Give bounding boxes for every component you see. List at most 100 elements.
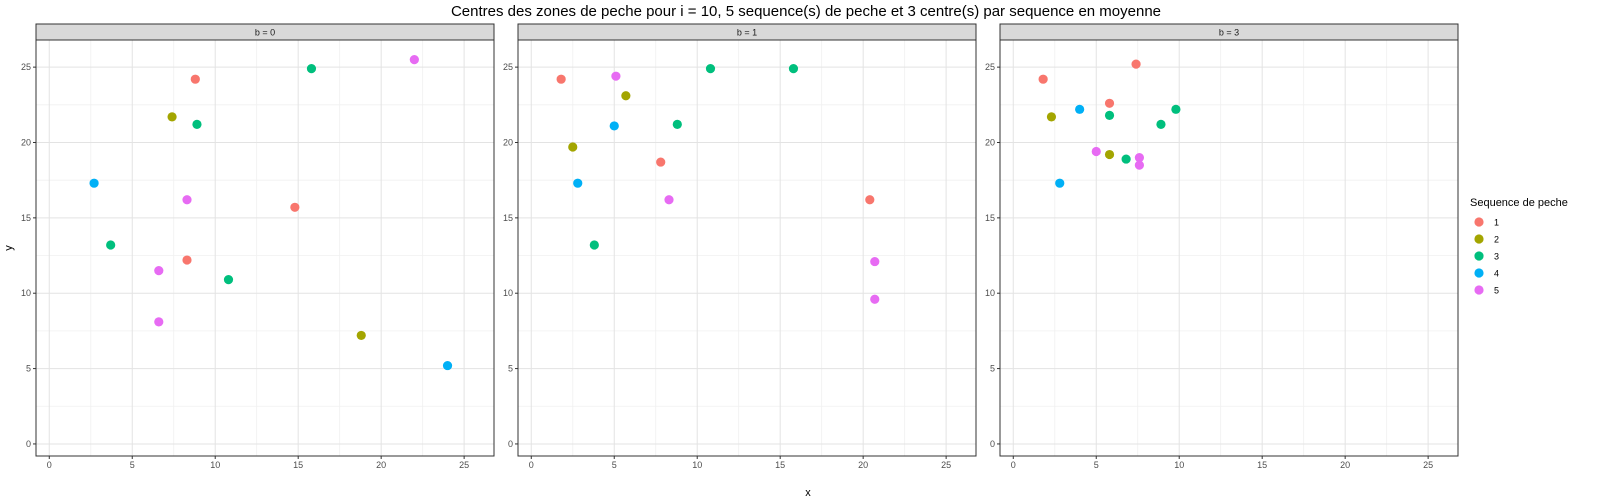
x-tick-label: 25 <box>459 460 469 470</box>
facet-panel: b = 0 0 5 10 15 20 25 0 5 10 15 20 25 <box>21 23 495 470</box>
legend-title: Sequence de peche <box>1470 197 1568 209</box>
legend-label: 3 <box>1494 252 1499 262</box>
data-point <box>705 64 716 74</box>
data-point <box>442 360 453 371</box>
y-tick-label: 0 <box>508 439 513 449</box>
y-tick-label: 5 <box>508 364 513 374</box>
x-tick-label: 20 <box>1340 460 1350 470</box>
y-tick-label: 20 <box>503 137 513 147</box>
legend-item: 4 <box>1474 268 1499 279</box>
data-point <box>1134 152 1144 163</box>
data-point <box>1104 149 1115 160</box>
data-point <box>1156 119 1166 130</box>
x-tick-label: 15 <box>775 460 785 470</box>
x-tick-label: 10 <box>1174 460 1184 470</box>
y-tick-label: 0 <box>26 439 31 449</box>
x-tick-label: 25 <box>941 460 951 470</box>
y-axis-title: y <box>3 245 15 251</box>
data-point <box>621 91 631 101</box>
legend-item: 3 <box>1474 251 1499 262</box>
y-tick-label: 15 <box>503 213 513 223</box>
legend-key <box>1474 217 1484 227</box>
data-point <box>1171 104 1181 114</box>
data-point <box>1046 112 1057 122</box>
legend-label: 2 <box>1494 235 1499 245</box>
data-point <box>1104 98 1115 108</box>
facet-strip-label: b = 3 <box>1219 28 1239 38</box>
data-point <box>870 294 880 304</box>
y-tick-label: 5 <box>26 364 31 374</box>
legend-label: 5 <box>1494 286 1499 296</box>
data-point <box>290 202 300 212</box>
data-point <box>1075 104 1085 114</box>
y-tick-label: 25 <box>503 62 513 72</box>
chart-title: Centres des zones de peche pour i = 10, … <box>451 3 1161 20</box>
legend-item: 1 <box>1474 217 1499 228</box>
data-point <box>664 195 674 205</box>
x-tick-label: 10 <box>210 460 220 470</box>
data-point <box>1038 74 1048 84</box>
y-tick-label: 10 <box>503 288 513 298</box>
y-tick-label: 0 <box>990 439 995 449</box>
panel-background <box>36 40 494 456</box>
data-point <box>870 256 880 267</box>
legend-key <box>1474 268 1484 278</box>
x-tick-label: 10 <box>692 460 702 470</box>
data-point <box>356 330 366 341</box>
data-point <box>556 74 566 84</box>
data-point <box>672 119 682 130</box>
x-tick-label: 20 <box>858 460 868 470</box>
legend-item: 2 <box>1474 234 1499 245</box>
y-tick-label: 5 <box>990 364 995 374</box>
panel-background <box>518 40 976 456</box>
y-tick-label: 10 <box>21 288 31 298</box>
x-tick-label: 5 <box>1094 460 1099 470</box>
data-point <box>589 240 599 250</box>
data-point <box>609 121 619 131</box>
legend-label: 1 <box>1494 218 1499 228</box>
legend: Sequence de peche 1 2 3 4 5 <box>1470 197 1568 296</box>
x-tick-label: 0 <box>47 460 52 470</box>
data-point <box>656 157 666 167</box>
y-tick-label: 20 <box>985 137 995 147</box>
data-point <box>1134 160 1144 170</box>
data-point <box>1121 154 1131 164</box>
data-point <box>182 255 192 265</box>
y-tick-label: 15 <box>21 213 31 223</box>
x-tick-label: 5 <box>612 460 617 470</box>
x-tick-label: 15 <box>1257 460 1267 470</box>
data-point <box>190 74 200 84</box>
data-point <box>1055 178 1065 188</box>
facet-strip-label: b = 0 <box>255 28 275 38</box>
panels: b = 0 0 5 10 15 20 25 0 5 10 15 20 25 b = 1 0 5 10 15 20 25… <box>21 23 1459 470</box>
facet-panel: b = 3 0 5 10 15 20 25 0 5 10 15 20 25 <box>985 23 1459 470</box>
x-tick-label: 15 <box>293 460 303 470</box>
data-point <box>865 195 875 205</box>
x-tick-label: 5 <box>130 460 135 470</box>
data-point <box>154 266 164 276</box>
legend-key <box>1474 234 1484 244</box>
data-point <box>1104 110 1115 120</box>
legend-key <box>1474 285 1484 295</box>
data-point <box>573 178 583 188</box>
data-point <box>192 119 202 130</box>
y-tick-label: 20 <box>21 137 31 147</box>
data-point <box>409 54 419 65</box>
legend-key <box>1474 251 1484 261</box>
data-point <box>306 64 317 74</box>
data-point <box>182 195 192 205</box>
panel-border <box>517 39 977 457</box>
x-tick-label: 20 <box>376 460 386 470</box>
y-tick-label: 25 <box>985 62 995 72</box>
data-point <box>89 178 99 188</box>
panel-background <box>1000 40 1458 456</box>
panel-border <box>35 39 495 457</box>
data-point <box>154 317 164 327</box>
data-point <box>788 64 799 74</box>
facet-strip-label: b = 1 <box>737 28 757 38</box>
legend-item: 5 <box>1474 285 1499 296</box>
y-tick-label: 10 <box>985 288 995 298</box>
x-tick-label: 25 <box>1423 460 1433 470</box>
y-tick-label: 25 <box>21 62 31 72</box>
